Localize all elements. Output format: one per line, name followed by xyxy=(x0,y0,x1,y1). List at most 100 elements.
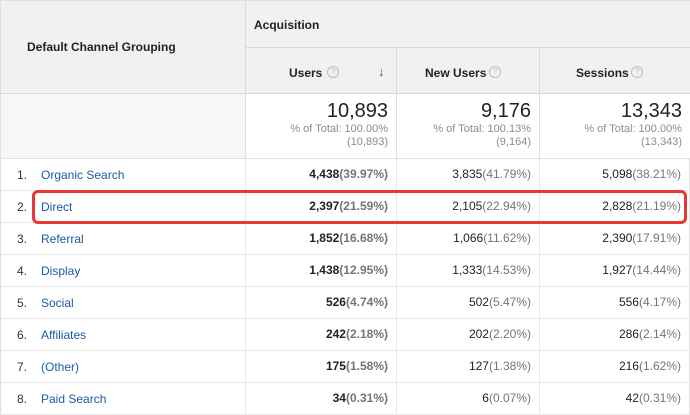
table-row: 5. Social 526(4.74%) 502(5.47%) 556(4.17… xyxy=(1,287,689,319)
row-index: 7. xyxy=(17,360,28,374)
channel-link[interactable]: Referral xyxy=(41,232,84,246)
new-users-cell: 6(0.07%) xyxy=(397,383,540,414)
sessions-value: 556 xyxy=(618,295,639,309)
row-index: 2. xyxy=(17,200,28,214)
new-users-value: 502 xyxy=(468,295,489,309)
sessions-cell: 1,927(14.44%) xyxy=(540,255,689,286)
users-cell: 175(1.58%) xyxy=(246,351,397,382)
row-dimension-cell xyxy=(1,351,246,382)
column-header-sessions[interactable]: Sessions ? xyxy=(540,48,690,94)
new-users-value: 3,835 xyxy=(452,167,483,181)
users-cell: 2,397(21.59%) xyxy=(246,191,397,222)
new-users-percent: (22.94%) xyxy=(482,199,531,213)
totals-users: 10,893 % of Total: 100.00% (10,893) xyxy=(246,94,397,159)
help-icon[interactable]: ? xyxy=(631,66,643,78)
channel-link[interactable]: Affiliates xyxy=(41,328,87,342)
new-users-percent: (2.20%) xyxy=(488,327,531,341)
totals-users-value: 10,893 xyxy=(326,100,388,122)
users-percent: (2.18%) xyxy=(345,327,388,341)
sort-descending-icon[interactable]: ↓ xyxy=(378,64,385,79)
channel-link[interactable]: (Other) xyxy=(41,360,80,374)
totals-new-users-abs: (9,164) xyxy=(496,136,531,148)
new-users-percent: (1.38%) xyxy=(488,359,531,373)
channel-link[interactable]: Paid Search xyxy=(41,392,107,406)
column-header-new-users-label: New Users xyxy=(425,66,487,80)
help-icon[interactable]: ? xyxy=(327,66,339,78)
new-users-percent: (14.53%) xyxy=(482,263,531,277)
new-users-cell: 1,066(11.62%) xyxy=(397,223,540,254)
new-users-cell: 127(1.38%) xyxy=(397,351,540,382)
new-users-cell: 202(2.20%) xyxy=(397,319,540,350)
table-row: 1. Organic Search 4,438(39.97%) 3,835(41… xyxy=(1,159,689,191)
column-header-users[interactable]: Users ? ↓ xyxy=(246,48,397,94)
row-dimension-cell xyxy=(1,191,246,222)
table-row: 4. Display 1,438(12.95%) 1,333(14.53%) 1… xyxy=(1,255,689,287)
users-percent: (4.74%) xyxy=(345,295,388,309)
sessions-percent: (14.44%) xyxy=(632,263,681,277)
channel-link[interactable]: Organic Search xyxy=(41,168,125,182)
sessions-value: 1,927 xyxy=(602,263,633,277)
channel-link[interactable]: Display xyxy=(41,264,81,278)
row-dimension-cell xyxy=(1,383,246,414)
users-percent: (39.97%) xyxy=(339,167,388,181)
sessions-cell: 2,828(21.19%) xyxy=(540,191,689,222)
acquisition-group-label: Acquisition xyxy=(254,18,320,32)
sessions-value: 286 xyxy=(618,327,639,341)
users-cell: 242(2.18%) xyxy=(246,319,397,350)
users-percent: (21.59%) xyxy=(339,199,388,213)
sessions-percent: (0.31%) xyxy=(638,391,681,405)
totals-sessions-pct: % of Total: 100.00% xyxy=(584,123,682,135)
channel-link[interactable]: Social xyxy=(41,296,74,310)
table-row: 7. (Other) 175(1.58%) 127(1.38%) 216(1.6… xyxy=(1,351,689,383)
sessions-cell: 42(0.31%) xyxy=(540,383,689,414)
users-cell: 526(4.74%) xyxy=(246,287,397,318)
totals-users-pct: % of Total: 100.00% xyxy=(290,123,388,135)
sessions-percent: (38.21%) xyxy=(632,167,681,181)
totals-sessions-abs: (13,343) xyxy=(641,136,682,148)
totals-label-cell xyxy=(1,94,246,159)
row-dimension-cell xyxy=(1,255,246,286)
totals-sessions: 13,343 % of Total: 100.00% (13,343) xyxy=(540,94,690,159)
new-users-percent: (11.62%) xyxy=(483,231,531,245)
users-percent: (0.31%) xyxy=(345,391,388,405)
row-dimension-cell xyxy=(1,319,246,350)
totals-sessions-value: 13,343 xyxy=(620,100,682,122)
new-users-percent: (41.79%) xyxy=(482,167,531,181)
totals-users-abs: (10,893) xyxy=(347,136,388,148)
dimension-header[interactable]: Default Channel Grouping xyxy=(1,1,246,94)
users-value: 4,438 xyxy=(309,167,340,181)
users-cell: 34(0.31%) xyxy=(246,383,397,414)
users-percent: (12.95%) xyxy=(339,263,388,277)
users-percent: (1.58%) xyxy=(345,359,388,373)
users-percent: (16.68%) xyxy=(339,231,388,245)
sessions-value: 2,828 xyxy=(602,199,633,213)
sessions-cell: 5,098(38.21%) xyxy=(540,159,689,190)
sessions-percent: (1.62%) xyxy=(638,359,681,373)
row-index: 3. xyxy=(17,232,28,246)
new-users-value: 127 xyxy=(468,359,489,373)
channel-link[interactable]: Direct xyxy=(41,200,73,214)
new-users-value: 202 xyxy=(468,327,489,341)
users-value: 526 xyxy=(325,295,346,309)
users-cell: 1,438(12.95%) xyxy=(246,255,397,286)
new-users-value: 1,066 xyxy=(453,231,484,245)
totals-new-users: 9,176 % of Total: 100.13% (9,164) xyxy=(397,94,540,159)
sessions-cell: 216(1.62%) xyxy=(540,351,689,382)
users-value: 34 xyxy=(332,391,346,405)
new-users-percent: (5.47%) xyxy=(488,295,531,309)
column-header-sessions-label: Sessions xyxy=(576,66,629,80)
column-header-new-users[interactable]: New Users ? xyxy=(397,48,540,94)
row-index: 6. xyxy=(17,328,28,342)
new-users-percent: (0.07%) xyxy=(488,391,531,405)
sessions-value: 2,390 xyxy=(602,231,633,245)
users-value: 175 xyxy=(325,359,346,373)
table-row: 3. Referral 1,852(16.68%) 1,066(11.62%) … xyxy=(1,223,689,255)
users-cell: 4,438(39.97%) xyxy=(246,159,397,190)
table-row: 6. Affiliates 242(2.18%) 202(2.20%) 286 (… xyxy=(1,319,689,351)
sessions-percent: (4.17%) xyxy=(638,295,681,309)
help-icon[interactable]: ? xyxy=(489,66,501,78)
users-value: 242 xyxy=(325,327,346,341)
row-dimension-cell xyxy=(1,223,246,254)
column-header-users-label: Users xyxy=(289,66,323,80)
